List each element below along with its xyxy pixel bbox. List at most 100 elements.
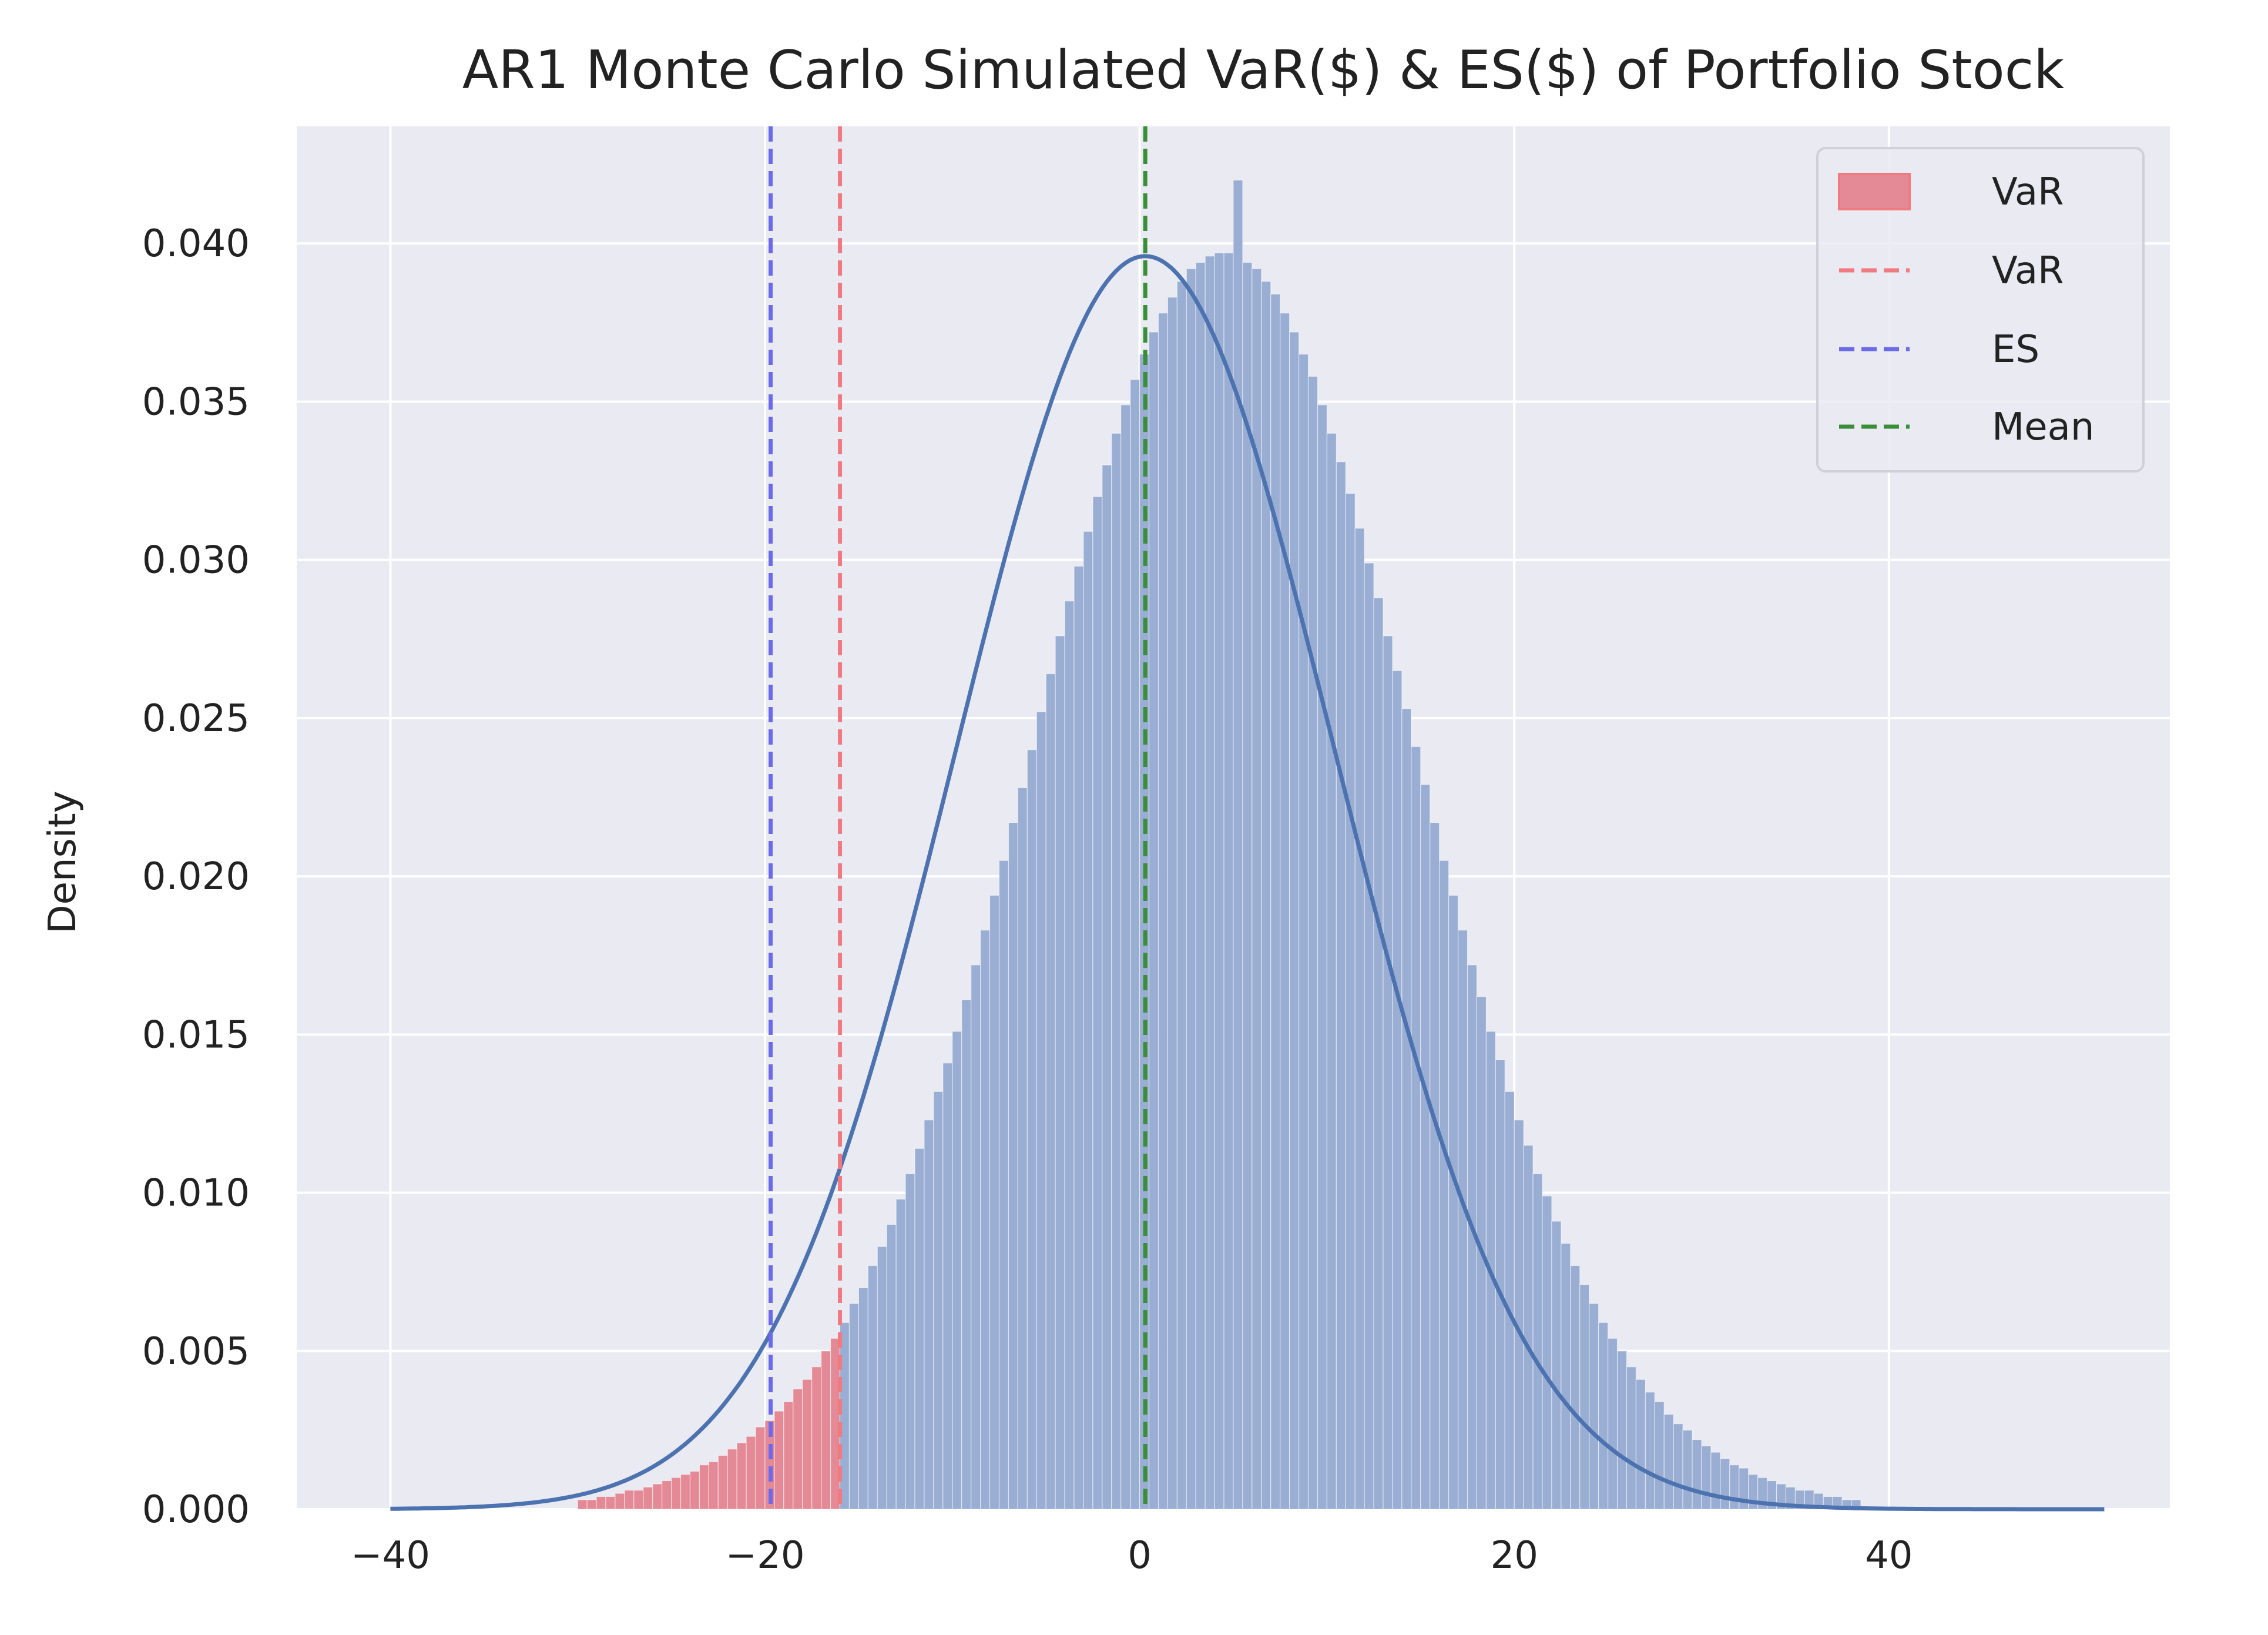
histogram-bar [1673, 1423, 1683, 1510]
var-histogram-bar [615, 1493, 625, 1510]
var-histogram-bar [746, 1436, 756, 1510]
y-tick-label: 0.030 [142, 539, 250, 582]
histogram-bar [1120, 404, 1131, 1510]
var-histogram-bar [662, 1480, 672, 1510]
histogram-bar [1523, 1145, 1534, 1510]
histogram-bar [1111, 433, 1122, 1510]
histogram-bar [1570, 1265, 1581, 1510]
histogram-bar [1167, 297, 1177, 1510]
histogram-bar [1504, 1091, 1515, 1510]
histogram-bar [1635, 1379, 1646, 1510]
x-tick-label: 40 [1865, 1534, 1913, 1577]
histogram-bar [1720, 1458, 1730, 1510]
legend-box [1816, 147, 2145, 473]
legend-label: VaR [1992, 170, 2064, 214]
x-tick-label: 0 [1128, 1534, 1152, 1577]
y-tick-label: 0.020 [142, 855, 250, 899]
histogram-bar [1514, 1120, 1524, 1510]
histogram-bar [1214, 252, 1224, 1510]
histogram-bar [1017, 787, 1028, 1510]
var-histogram-bar [802, 1379, 813, 1510]
histogram-bar [1411, 746, 1421, 1510]
histogram-bar [1420, 784, 1431, 1510]
histogram-bar [1392, 670, 1403, 1510]
y-tick-label: 0.040 [142, 222, 250, 266]
histogram-bar [905, 1173, 915, 1510]
y-axis-label: Density [41, 790, 85, 933]
histogram-bar [961, 999, 972, 1510]
histogram-bar [1083, 531, 1093, 1510]
histogram-bar [971, 964, 981, 1510]
histogram-bar [1036, 711, 1046, 1510]
histogram-bar [1223, 252, 1234, 1510]
var-histogram-bar [708, 1461, 719, 1510]
histogram-bar [1579, 1284, 1590, 1510]
histogram-bar [1383, 635, 1393, 1510]
y-tick-label: 0.005 [142, 1330, 250, 1373]
histogram-bar [998, 860, 1009, 1510]
legend-label: ES [1992, 328, 2039, 371]
histogram-bar [914, 1148, 925, 1510]
histogram-bar [867, 1265, 878, 1510]
histogram-bar [1430, 822, 1440, 1510]
var-histogram-bar [783, 1401, 794, 1510]
var-histogram-bar [586, 1499, 597, 1510]
histogram-bar [1092, 496, 1103, 1510]
histogram-bar [1532, 1173, 1543, 1510]
histogram-bar [1561, 1243, 1571, 1510]
histogram-bar [1654, 1401, 1665, 1510]
histogram-bar [1064, 601, 1075, 1510]
var-histogram-bar [596, 1496, 606, 1510]
kde-curve [390, 254, 2105, 1512]
histogram-bar [1045, 673, 1056, 1510]
histogram-bar [1551, 1221, 1562, 1510]
histogram-bar [1186, 268, 1196, 1510]
histogram-bar [1148, 331, 1159, 1510]
histogram-bar [1130, 379, 1140, 1510]
legend-label: Mean [1992, 406, 2094, 449]
histogram-bar [1261, 281, 1271, 1510]
var-histogram-bar [755, 1426, 766, 1510]
histogram-bar [1729, 1465, 1740, 1510]
histogram-bar [858, 1287, 868, 1510]
legend-label: VaR [1992, 249, 2064, 293]
histogram-bar [1102, 464, 1112, 1510]
x-tick-label: −20 [725, 1534, 804, 1577]
histogram-bar [1326, 433, 1337, 1510]
var-histogram-bar [774, 1410, 784, 1510]
histogram-bar [848, 1303, 859, 1510]
var-histogram-bar [793, 1388, 803, 1510]
histogram-bar [1073, 565, 1084, 1510]
var-histogram-bar [652, 1483, 663, 1510]
histogram-bar [1457, 930, 1468, 1510]
histogram-bar [1448, 894, 1459, 1510]
histogram-bar [1195, 262, 1206, 1510]
histogram-bar [1317, 404, 1327, 1510]
chart-title: AR1 Monte Carlo Simulated VaR($) & ES($)… [462, 39, 2065, 101]
histogram-bar [1401, 708, 1412, 1510]
histogram-bar [989, 894, 1000, 1510]
var-histogram-bar [643, 1486, 653, 1510]
histogram-bar [1542, 1195, 1552, 1510]
var-histogram-bar [605, 1496, 616, 1510]
histogram-bar [1280, 313, 1290, 1510]
x-tick-label: 20 [1490, 1534, 1538, 1577]
y-tick-label: 0.010 [142, 1172, 250, 1215]
histogram-bar [1242, 262, 1253, 1510]
histogram-bar [1682, 1429, 1693, 1510]
y-tick-label: 0.000 [142, 1488, 250, 1532]
var-histogram-bar [624, 1490, 635, 1510]
histogram-bar [1373, 597, 1384, 1510]
histogram-bar [1008, 822, 1018, 1510]
histogram-bar [1616, 1351, 1628, 1510]
histogram-bar [1336, 461, 1346, 1510]
histogram-bar [886, 1224, 897, 1510]
y-tick-label: 0.025 [142, 697, 250, 741]
var-histogram-bar [689, 1470, 700, 1510]
histogram-bar [1645, 1392, 1655, 1510]
legend-var-patch [1838, 173, 1911, 210]
histogram-bar [933, 1091, 944, 1510]
histogram-bar [1205, 256, 1215, 1510]
histogram-bar [1233, 179, 1243, 1510]
histogram-bar [980, 930, 991, 1510]
